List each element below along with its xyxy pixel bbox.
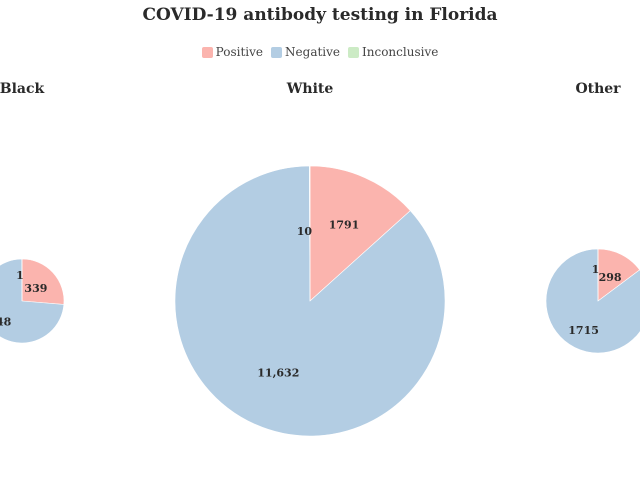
pie-white: 1791 11,632 10 White bbox=[174, 81, 446, 437]
chart-title: COVID-19 antibody testing in Florida bbox=[142, 5, 498, 25]
pie-other: 298 1715 1 Other bbox=[545, 81, 640, 354]
legend-item-negative[interactable]: Negative bbox=[271, 45, 340, 59]
legend-item-inconclusive[interactable]: Inconclusive bbox=[348, 45, 438, 59]
legend-item-positive[interactable]: Positive bbox=[201, 45, 264, 59]
legend-swatch-inconclusive bbox=[348, 46, 360, 58]
pie-slice-black-positive[interactable] bbox=[21, 258, 65, 305]
pie-title-white: White bbox=[286, 81, 334, 97]
pie-slice-white-inconclusive[interactable] bbox=[309, 165, 311, 302]
legend-label-positive: Positive bbox=[215, 45, 264, 59]
legend: Positive Negative Inconclusive bbox=[0, 45, 640, 59]
pie-slice-other-positive[interactable] bbox=[597, 248, 640, 302]
data-label-black-negative: 948 bbox=[0, 316, 12, 329]
legend-swatch-positive bbox=[201, 46, 213, 58]
data-label-other-inconclusive: 1 bbox=[592, 263, 600, 276]
pie-slice-black-negative[interactable] bbox=[0, 258, 65, 344]
data-label-black-positive: 339 bbox=[24, 282, 47, 295]
data-label-white-inconclusive: 10 bbox=[297, 225, 313, 238]
pie-black: 339 948 1 Black bbox=[0, 81, 65, 344]
pie-title-black: Black bbox=[0, 81, 45, 97]
legend-swatch-negative bbox=[271, 46, 283, 58]
data-label-white-negative: 11,632 bbox=[257, 367, 299, 380]
data-label-other-negative: 1715 bbox=[568, 324, 599, 337]
pie-title-other: Other bbox=[575, 81, 621, 97]
pie-slice-other-negative[interactable] bbox=[545, 248, 640, 354]
legend-label-inconclusive: Inconclusive bbox=[362, 45, 439, 59]
data-label-white-positive: 1791 bbox=[329, 219, 360, 232]
data-label-black-inconclusive: 1 bbox=[16, 269, 24, 282]
pie-slice-white-positive[interactable] bbox=[309, 165, 411, 302]
legend-label-negative: Negative bbox=[285, 45, 341, 59]
data-label-other-positive: 298 bbox=[599, 271, 622, 284]
